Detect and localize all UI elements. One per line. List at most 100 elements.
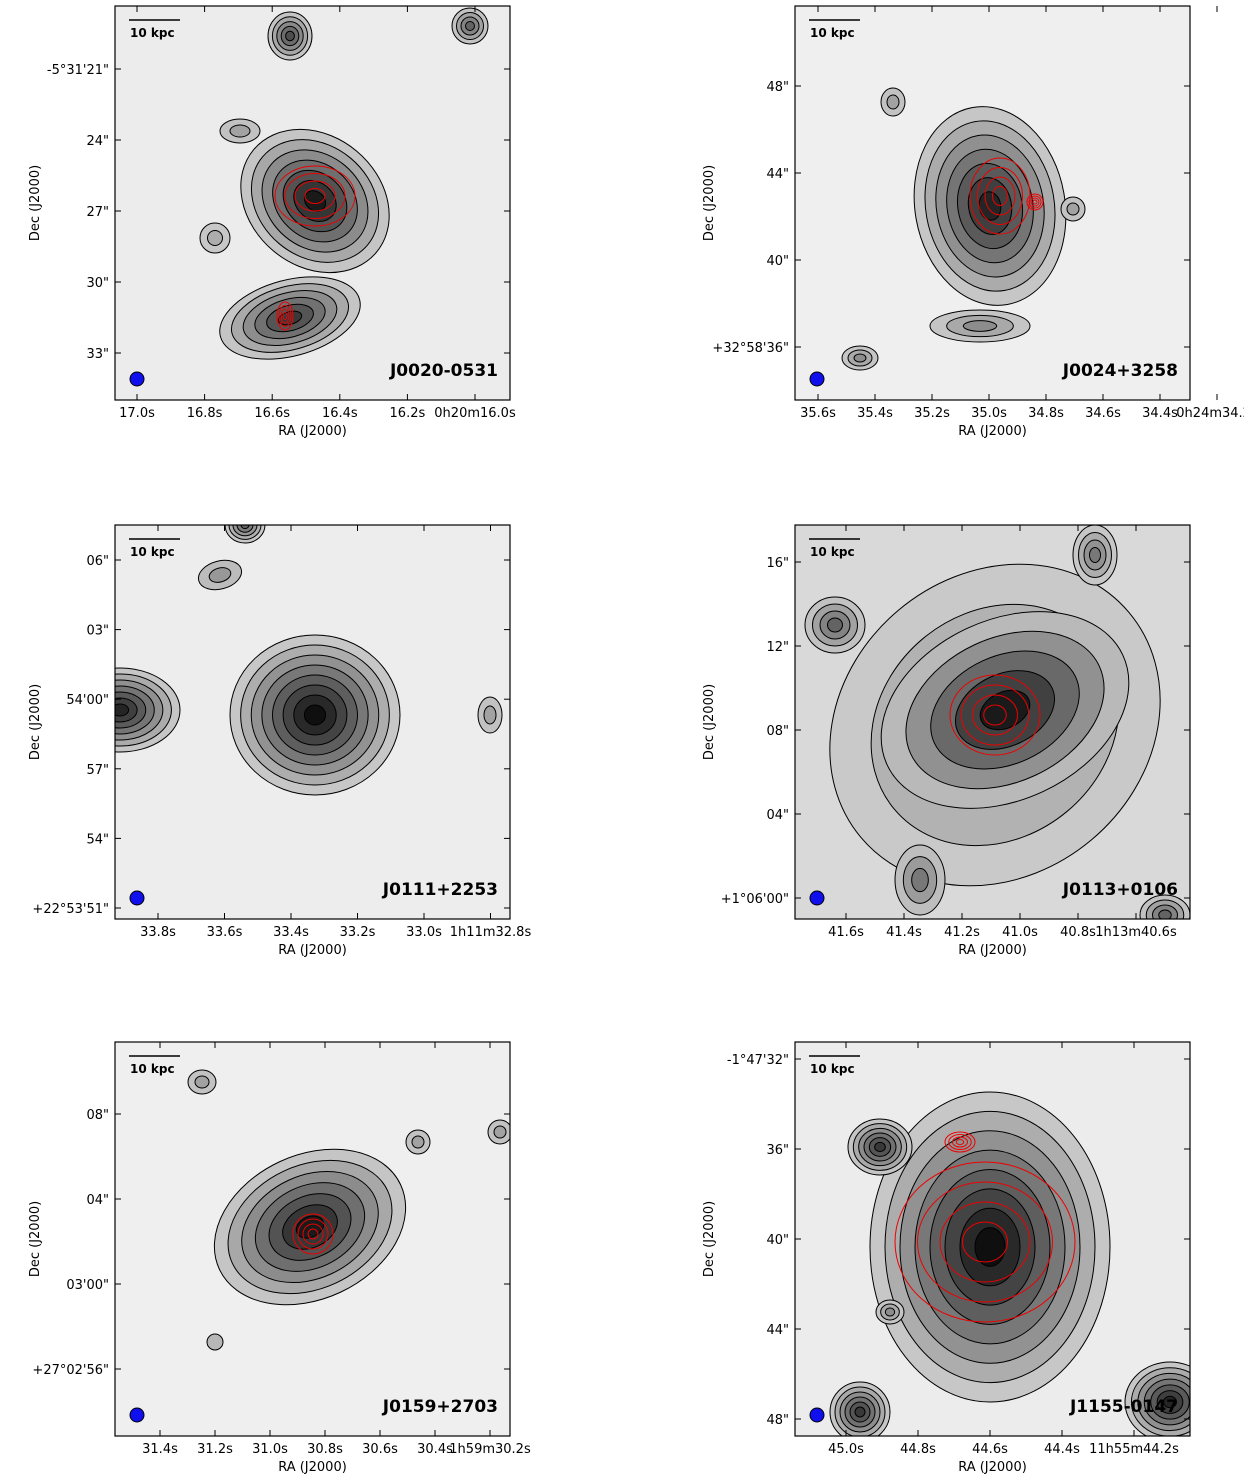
- image: [795, 6, 1190, 400]
- red-contour: [948, 1134, 972, 1150]
- red-contour: [278, 305, 292, 327]
- red-contour: [1028, 195, 1042, 209]
- x-tick-label: 33.8s: [140, 925, 176, 940]
- y-tick-label: 08": [86, 1108, 109, 1123]
- x-tick-label: 35.4s: [857, 406, 893, 421]
- panel-label: J0024+3258: [1062, 361, 1178, 381]
- red-contour: [307, 1228, 319, 1240]
- y-tick-label: +27°02'56": [32, 1363, 109, 1378]
- contour: [240, 525, 250, 530]
- scale-bar-label: 10 kpc: [810, 1062, 855, 1076]
- y-tick-label: 48": [766, 80, 789, 95]
- red-contour: [284, 173, 346, 219]
- contour: [974, 1227, 1006, 1267]
- y-tick-label: +32°58'36": [712, 341, 789, 356]
- red-contour: [983, 704, 1007, 726]
- contour: [229, 124, 251, 138]
- x-tick-label: 16.2s: [390, 406, 426, 421]
- x-tick-label: 35.2s: [914, 406, 950, 421]
- contour: [1089, 547, 1101, 563]
- panel: 10 kpc J0159+2703 31.4s 31.2s 31.0s 30.8s 30.6…: [28, 1041, 531, 1475]
- y-tick-label: 44": [766, 1323, 789, 1338]
- red-contour: [917, 1181, 1053, 1303]
- contour: [874, 1141, 886, 1153]
- red-contour: [1032, 199, 1038, 205]
- panel: 10 kpc J0111+2253 33.8s 33.6s 33.4s 33.2s 33.0…: [28, 524, 531, 958]
- image: [115, 525, 510, 919]
- y-tick-label: +22°53'51": [32, 902, 109, 917]
- y-tick-label: +1°06'00": [721, 892, 789, 907]
- frame: [114, 1041, 511, 1437]
- x-tick-label: 41.6s: [828, 925, 864, 940]
- x-tick-label: 34.6s: [1085, 406, 1121, 421]
- x-axis-label: RA (J2000): [958, 943, 1027, 958]
- image: [795, 525, 1190, 919]
- contour: [493, 1125, 507, 1139]
- x-tick-label: 0h24m34.2s: [1176, 406, 1244, 421]
- y-tick-label: 24": [86, 134, 109, 149]
- contour: [854, 1406, 866, 1418]
- x-tick-label: 1h59m30.2s: [449, 1442, 531, 1457]
- x-tick-label: 31.2s: [197, 1442, 233, 1457]
- frame: [114, 524, 511, 920]
- red-contour: [274, 165, 356, 227]
- panel: 10 kpc J0020-0531 17.0s 16.8s 16.6s 16.4s 16.2…: [28, 5, 516, 439]
- y-tick-label: 04": [86, 1193, 109, 1208]
- red-contour: [282, 312, 288, 320]
- scale-bar-label: 10 kpc: [130, 26, 175, 40]
- contour: [303, 190, 327, 212]
- frame: [794, 524, 1191, 920]
- red-contour: [955, 1139, 965, 1145]
- x-tick-label: 35.0s: [971, 406, 1007, 421]
- red-contour: [894, 1161, 1076, 1323]
- beam: [129, 371, 145, 387]
- contour: [962, 320, 998, 332]
- contour: [483, 705, 497, 725]
- y-tick-label: 40": [766, 254, 789, 269]
- y-tick-label: -5°31'21": [47, 63, 109, 78]
- panel-label: J0020-0531: [389, 361, 498, 381]
- y-tick-label: 48": [766, 1413, 789, 1428]
- y-tick-label: 27": [86, 205, 109, 220]
- contour: [827, 617, 843, 633]
- y-tick-label: 03": [86, 624, 109, 639]
- x-tick-label: 45.0s: [828, 1442, 864, 1457]
- scale-bar-label: 10 kpc: [810, 545, 855, 559]
- beam: [809, 1407, 825, 1423]
- y-axis-label: Dec (J2000): [28, 684, 43, 760]
- beam: [129, 890, 145, 906]
- scale-bar-label: 10 kpc: [130, 1062, 175, 1076]
- red-contour: [977, 167, 1023, 225]
- x-tick-label: 30.6s: [362, 1442, 398, 1457]
- y-tick-label: 06": [86, 554, 109, 569]
- contour: [884, 1307, 896, 1317]
- contour: [303, 704, 327, 726]
- contour: [208, 567, 232, 583]
- panel-label: J0159+2703: [382, 1397, 498, 1417]
- scale-bar-label: 10 kpc: [130, 545, 175, 559]
- y-axis-label: Dec (J2000): [702, 684, 717, 760]
- x-tick-label: 34.8s: [1028, 406, 1064, 421]
- y-axis-label: Dec (J2000): [28, 1201, 43, 1277]
- y-tick-label: 54'00": [66, 693, 109, 708]
- x-tick-label: 16.8s: [187, 406, 223, 421]
- y-tick-label: -1°47'32": [727, 1053, 789, 1068]
- y-tick-label: 44": [766, 167, 789, 182]
- x-axis-label: RA (J2000): [278, 1460, 347, 1475]
- y-tick-label: 33": [86, 347, 109, 362]
- panel-label: J0113+0106: [1062, 880, 1178, 900]
- y-tick-label: 36": [766, 1143, 789, 1158]
- x-tick-label: 1h13m40.6s: [1095, 925, 1177, 940]
- panel: 10 kpc J1155-0147 45.0s 44.8s 44.6s 44.4s 11h5…: [702, 1041, 1191, 1475]
- contour: [1158, 909, 1172, 919]
- image: [115, 6, 510, 400]
- red-contour: [292, 1213, 334, 1255]
- contour: [411, 1135, 425, 1149]
- y-tick-label: 03'00": [66, 1278, 109, 1293]
- contour: [465, 21, 475, 31]
- x-tick-label: 31.4s: [142, 1442, 178, 1457]
- contour: [1163, 1395, 1177, 1409]
- contour: [853, 353, 867, 363]
- y-axis-label: Dec (J2000): [702, 165, 717, 241]
- image: [115, 1042, 510, 1436]
